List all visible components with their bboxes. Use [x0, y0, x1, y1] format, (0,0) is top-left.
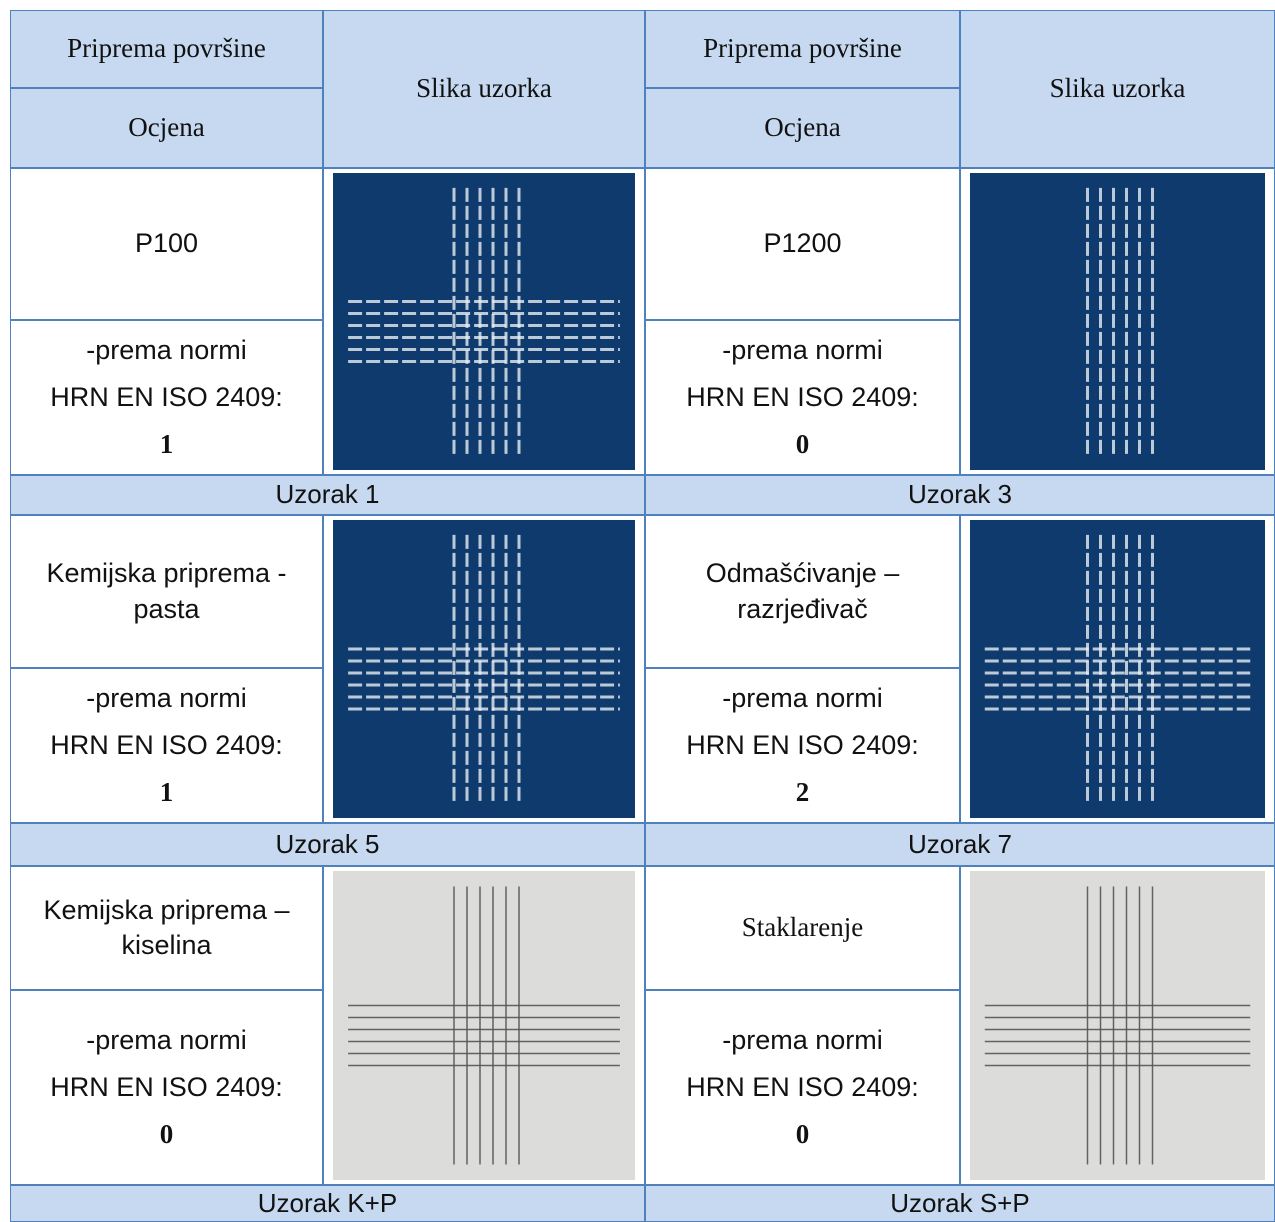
header-cell: Slika uzorka: [323, 10, 645, 168]
image-cell: [960, 515, 1275, 823]
caption-cell: Uzorak K+P: [10, 1185, 645, 1222]
norm-line: HRN EN ISO 2409:: [50, 729, 283, 760]
prep-cell: Kemijska priprema - pasta: [10, 515, 323, 668]
prep-text: Kemijska priprema - pasta: [46, 558, 287, 624]
norm-line: HRN EN ISO 2409:: [50, 1071, 283, 1102]
caption: Uzorak 7: [907, 828, 1013, 859]
caption-cell: Uzorak 1: [10, 475, 645, 515]
grade-cell: -prema normi HRN EN ISO 2409: 0: [645, 320, 960, 475]
caption-cell: Uzorak S+P: [645, 1185, 1275, 1222]
caption: Uzorak S+P: [890, 1187, 1030, 1218]
norm-line: HRN EN ISO 2409:: [686, 381, 919, 412]
prep-text: Kemijska priprema – kiselina: [43, 894, 290, 960]
norm-line: -prema normi: [722, 682, 883, 713]
header-image: Slika uzorka: [416, 73, 552, 104]
norm-line: -prema normi: [86, 682, 247, 713]
sample-image: [970, 173, 1265, 470]
grade-value: 1: [159, 777, 174, 808]
prep-cell: P100: [10, 168, 323, 320]
image-cell: [960, 168, 1275, 475]
header-cell: Priprema površine: [10, 10, 323, 88]
caption: Uzorak 5: [275, 828, 380, 859]
norm-line: HRN EN ISO 2409:: [686, 729, 919, 760]
prep-text: P100: [134, 228, 199, 259]
header-image: Slika uzorka: [1049, 73, 1186, 104]
image-cell: [960, 866, 1275, 1185]
header-cell: Slika uzorka: [960, 10, 1275, 168]
header-cell: Ocjena: [645, 88, 960, 168]
caption-cell: Uzorak 5: [10, 823, 645, 866]
header-prep: Priprema površine: [67, 33, 266, 64]
header-grade: Ocjena: [764, 112, 841, 143]
prep-cell: Kemijska priprema – kiselina: [10, 866, 323, 990]
header-cell: Priprema površine: [645, 10, 960, 88]
caption-cell: Uzorak 7: [645, 823, 1275, 866]
grade-value: 0: [159, 1119, 174, 1150]
norm-line: -prema normi: [722, 334, 883, 365]
caption: Uzorak K+P: [257, 1187, 398, 1218]
sample-image: [970, 520, 1265, 818]
prep-text: Staklarenje: [741, 912, 864, 943]
sample-image: [333, 173, 635, 470]
grade-cell: -prema normi HRN EN ISO 2409: 0: [645, 990, 960, 1185]
norm-line: HRN EN ISO 2409:: [686, 1071, 919, 1102]
grade-cell: -prema normi HRN EN ISO 2409: 1: [10, 668, 323, 823]
prep-cell: Odmašćivanje – razrjeđivač: [645, 515, 960, 668]
prep-cell: Staklarenje: [645, 866, 960, 990]
caption-cell: Uzorak 3: [645, 475, 1275, 515]
grade-cell: -prema normi HRN EN ISO 2409: 2: [645, 668, 960, 823]
sample-image: [333, 871, 635, 1180]
header-prep: Priprema površine: [703, 33, 902, 64]
grade-value: 2: [795, 777, 810, 808]
sample-image: [333, 520, 635, 818]
header-cell: Ocjena: [10, 88, 323, 168]
header-grade: Ocjena: [128, 112, 205, 143]
norm-line: -prema normi: [86, 334, 247, 365]
prep-text: P1200: [763, 228, 842, 259]
caption: Uzorak 1: [275, 479, 380, 510]
prep-text: Odmašćivanje – razrjeđivač: [705, 558, 900, 624]
grade-value: 0: [795, 1119, 810, 1150]
image-cell: [323, 866, 645, 1185]
image-cell: [323, 515, 645, 823]
prep-cell: P1200: [645, 168, 960, 320]
grade-value: 1: [159, 429, 174, 460]
norm-line: -prema normi: [722, 1024, 883, 1055]
caption: Uzorak 3: [907, 479, 1013, 510]
image-cell: [323, 168, 645, 475]
sample-image: [970, 871, 1265, 1180]
grade-cell: -prema normi HRN EN ISO 2409: 0: [10, 990, 323, 1185]
grade-value: 0: [795, 429, 810, 460]
grade-cell: -prema normi HRN EN ISO 2409: 1: [10, 320, 323, 475]
norm-line: -prema normi: [86, 1024, 247, 1055]
norm-line: HRN EN ISO 2409:: [50, 381, 283, 412]
